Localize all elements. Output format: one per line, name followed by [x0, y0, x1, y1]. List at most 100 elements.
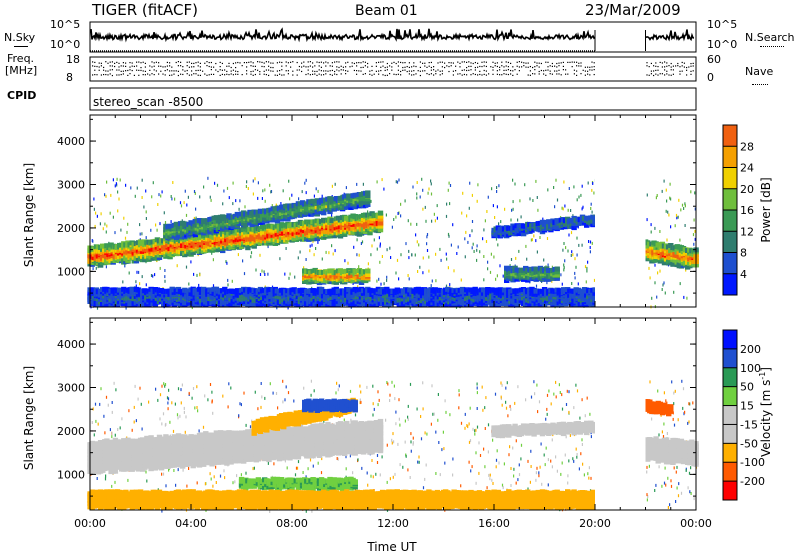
freq-dot — [589, 74, 591, 76]
freq-dot — [193, 66, 195, 68]
freq-dot — [661, 66, 663, 68]
power-noise-pixel — [421, 177, 423, 181]
freq-dot — [261, 65, 263, 68]
power-noise-pixel — [193, 190, 196, 193]
freq-dot — [573, 69, 575, 71]
freq-dot — [144, 62, 146, 64]
freq-dot — [470, 65, 472, 68]
power-noise-pixel — [584, 265, 587, 269]
power-noise-pixel — [386, 278, 388, 282]
power-noise-pixel — [331, 184, 333, 188]
nsky-label: N.Sky — [4, 31, 36, 44]
power-noise-pixel — [309, 249, 311, 253]
freq-dot — [466, 69, 468, 72]
power-noise-pixel — [574, 276, 576, 280]
freq-dot — [477, 66, 479, 68]
freq-dot — [428, 65, 430, 67]
freq-dot — [391, 69, 393, 71]
freq-dot — [138, 69, 140, 71]
power-noise-pixel — [410, 222, 412, 226]
power-noise-pixel — [145, 217, 147, 220]
freq-dot — [160, 65, 162, 67]
freq-dot — [463, 61, 465, 63]
power-noise-pixel — [673, 290, 675, 294]
freq-dot — [567, 73, 569, 75]
freq-dot — [182, 66, 184, 68]
freq-dot — [686, 69, 688, 71]
freq-dot — [525, 62, 527, 64]
power-noise-pixel — [418, 243, 420, 247]
power-noise-pixel — [571, 250, 573, 254]
power-noise-pixel — [136, 186, 138, 190]
freq-dot — [472, 62, 474, 65]
power-noise-pixel — [303, 266, 305, 270]
freq-dot — [301, 70, 303, 73]
power-noise-pixel — [264, 199, 266, 203]
power-noise-pixel — [679, 238, 681, 242]
power-noise-pixel — [104, 193, 106, 197]
freq-dot — [153, 62, 155, 64]
freq-dot — [481, 74, 483, 76]
freq-dot — [569, 61, 571, 63]
power-noise-pixel — [694, 229, 696, 233]
freq-dot — [270, 66, 272, 69]
freq-dot — [327, 62, 329, 64]
power-noise-pixel — [386, 275, 388, 279]
freq-dot — [263, 62, 265, 64]
freq-dot — [661, 62, 663, 64]
power-noise-pixel — [654, 226, 656, 230]
freq-dot — [318, 69, 320, 71]
freq-dot — [580, 73, 582, 75]
freq-dot — [232, 62, 234, 65]
freq-dot — [452, 74, 454, 76]
freq-dot — [670, 74, 672, 76]
freq-dot — [562, 65, 564, 68]
power-noise-pixel — [317, 189, 319, 193]
freq-dot — [281, 69, 283, 71]
power-noise-pixel — [298, 197, 300, 201]
power-noise-pixel — [448, 234, 450, 238]
power-noise-pixel — [92, 267, 94, 271]
power-noise-pixel — [371, 244, 373, 248]
freq-dot — [681, 61, 683, 64]
freq-dot — [571, 61, 573, 63]
freq-dot — [538, 66, 540, 68]
freq-dot — [193, 73, 195, 75]
freq-dot — [485, 74, 487, 76]
power-noise-pixel — [193, 216, 195, 220]
nsearch-tick-high: 10^5 — [707, 18, 738, 31]
power-noise-pixel — [661, 288, 663, 291]
freq-dot — [479, 73, 481, 76]
freq-dot — [479, 65, 481, 68]
freq-dot — [166, 61, 168, 64]
power-noise-pixel — [669, 196, 671, 200]
freq-dot — [158, 62, 160, 64]
freq-dot — [565, 73, 567, 75]
freq-dot — [279, 61, 281, 63]
freq-dot — [659, 61, 661, 64]
power-noise-pixel — [536, 250, 538, 254]
power-noise-pixel — [194, 191, 196, 195]
freq-nave-trace — [92, 61, 694, 77]
freq-dot — [351, 65, 353, 67]
freq-dot — [188, 74, 190, 76]
freq-dot — [287, 62, 289, 64]
freq-dot — [250, 61, 252, 63]
power-noise-pixel — [362, 182, 364, 186]
freq-dot — [127, 74, 129, 77]
freq-dot — [558, 69, 560, 71]
freq-dot — [681, 65, 683, 67]
freq-dot — [417, 70, 419, 72]
power-noise-pixel — [267, 245, 269, 249]
power-noise-pixel — [581, 184, 583, 188]
power-noise-pixel — [654, 281, 656, 285]
power-noise-pixel — [407, 274, 409, 277]
freq-dot — [657, 74, 659, 76]
freq-dot — [215, 69, 217, 71]
freq-dot — [224, 69, 226, 71]
power-noise-pixel — [143, 205, 145, 209]
freq-dot — [459, 73, 461, 75]
freq-dot — [219, 74, 221, 76]
power-noise-pixel — [93, 207, 95, 211]
freq-dot — [406, 65, 408, 68]
